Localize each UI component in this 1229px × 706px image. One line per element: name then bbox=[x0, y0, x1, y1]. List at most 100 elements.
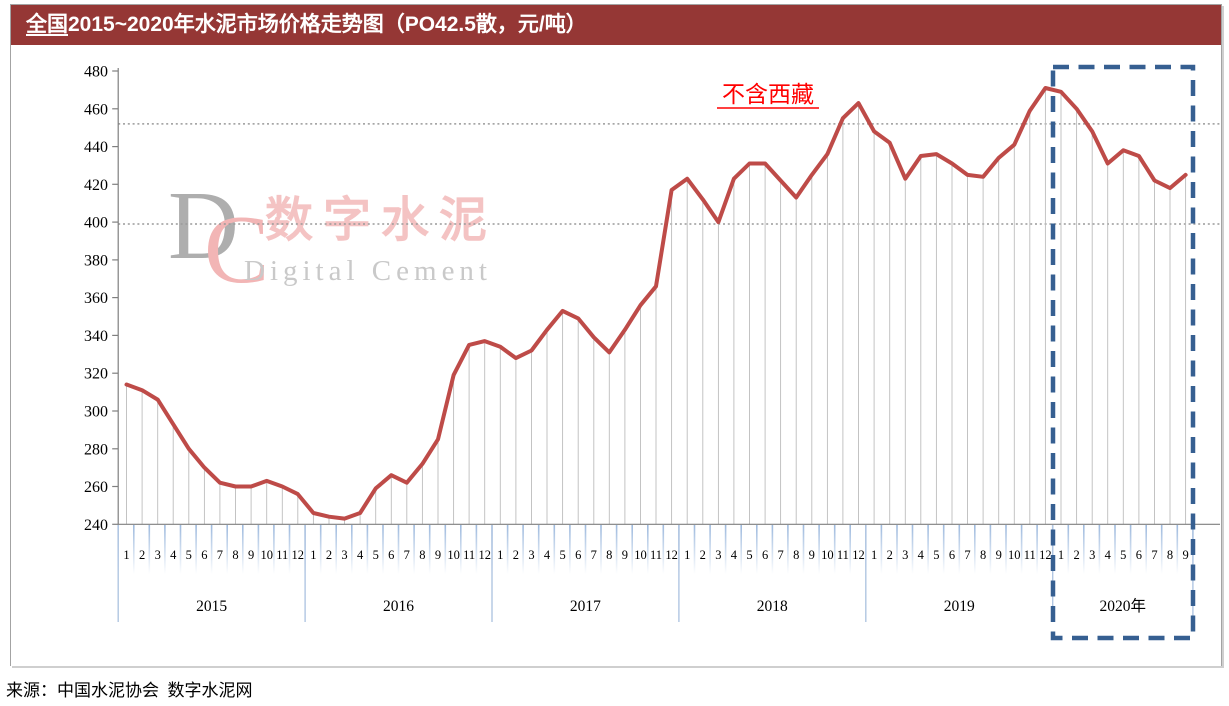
svg-text:3: 3 bbox=[715, 548, 721, 562]
svg-text:340: 340 bbox=[84, 328, 108, 345]
svg-text:2: 2 bbox=[700, 548, 706, 562]
svg-text:不含西藏: 不含西藏 bbox=[722, 82, 814, 107]
chart-plot-area: D C 数字水泥 Digital Cement 2015 2016 2017 2018… bbox=[11, 45, 1221, 666]
svg-text:1: 1 bbox=[871, 548, 877, 562]
svg-text:8: 8 bbox=[419, 548, 425, 562]
svg-text:12: 12 bbox=[852, 548, 865, 562]
svg-text:4: 4 bbox=[170, 548, 177, 562]
svg-text:3: 3 bbox=[341, 548, 347, 562]
svg-text:2020年: 2020年 bbox=[1100, 597, 1147, 615]
svg-text:10: 10 bbox=[260, 548, 273, 562]
watermark: D C 数字水泥 Digital Cement bbox=[11, 45, 1221, 666]
svg-text:8: 8 bbox=[793, 548, 799, 562]
svg-text:2: 2 bbox=[513, 548, 519, 562]
svg-text:11: 11 bbox=[276, 548, 288, 562]
svg-text:12: 12 bbox=[292, 548, 305, 562]
chart-figure: 全国2015~2020年水泥市场价格走势图（PO42.5散，元/吨） D C 数… bbox=[10, 4, 1222, 666]
svg-text:360: 360 bbox=[84, 290, 108, 307]
watermark-letter-c: C bbox=[204, 196, 270, 304]
svg-text:5: 5 bbox=[933, 548, 939, 562]
svg-text:9: 9 bbox=[622, 548, 628, 562]
svg-text:6: 6 bbox=[1136, 548, 1142, 562]
svg-text:7: 7 bbox=[777, 548, 783, 562]
svg-text:1: 1 bbox=[684, 548, 690, 562]
svg-text:5: 5 bbox=[373, 548, 379, 562]
watermark-letter-d: D bbox=[168, 172, 239, 280]
svg-text:6: 6 bbox=[575, 548, 581, 562]
annotation-exclude-tibet: 不含西藏 bbox=[717, 82, 819, 109]
svg-text:6: 6 bbox=[762, 548, 768, 562]
svg-text:2018: 2018 bbox=[757, 598, 788, 615]
svg-text:5: 5 bbox=[1120, 548, 1126, 562]
svg-text:440: 440 bbox=[84, 139, 108, 156]
svg-text:11: 11 bbox=[1024, 548, 1036, 562]
svg-text:2017: 2017 bbox=[570, 598, 601, 615]
svg-text:2019: 2019 bbox=[944, 598, 975, 615]
svg-text:7: 7 bbox=[217, 548, 223, 562]
svg-text:7: 7 bbox=[404, 548, 410, 562]
svg-text:11: 11 bbox=[650, 548, 662, 562]
svg-text:5: 5 bbox=[559, 548, 565, 562]
svg-text:4: 4 bbox=[918, 548, 925, 562]
page-title: 2015~2020年水泥市场价格走势图（PO42.5散，元/吨） bbox=[68, 13, 587, 36]
svg-text:10: 10 bbox=[1008, 548, 1021, 562]
svg-text:9: 9 bbox=[1182, 548, 1188, 562]
svg-text:300: 300 bbox=[84, 404, 108, 421]
svg-text:9: 9 bbox=[435, 548, 441, 562]
svg-text:2016: 2016 bbox=[383, 598, 414, 615]
svg-text:10: 10 bbox=[821, 548, 834, 562]
svg-text:12: 12 bbox=[1039, 548, 1052, 562]
svg-text:12: 12 bbox=[478, 548, 491, 562]
svg-text:7: 7 bbox=[591, 548, 597, 562]
highlight-2020-dashed-box bbox=[1050, 64, 1196, 641]
svg-text:480: 480 bbox=[84, 64, 108, 81]
svg-text:6: 6 bbox=[949, 548, 955, 562]
svg-text:4: 4 bbox=[544, 548, 551, 562]
svg-text:1: 1 bbox=[123, 548, 129, 562]
price-trend-line-chart: 2015 2016 2017 2018 2019 2020年 240 260 280 300 320… bbox=[84, 64, 1220, 641]
svg-text:380: 380 bbox=[84, 252, 108, 269]
svg-text:12: 12 bbox=[665, 548, 678, 562]
svg-text:3: 3 bbox=[528, 548, 534, 562]
svg-text:6: 6 bbox=[388, 548, 394, 562]
reference-gridlines bbox=[118, 123, 1220, 225]
svg-text:5: 5 bbox=[186, 548, 192, 562]
svg-text:240: 240 bbox=[84, 517, 108, 534]
svg-text:3: 3 bbox=[1089, 548, 1095, 562]
svg-text:1: 1 bbox=[497, 548, 503, 562]
svg-text:4: 4 bbox=[731, 548, 738, 562]
svg-text:8: 8 bbox=[980, 548, 986, 562]
svg-text:4: 4 bbox=[357, 548, 364, 562]
svg-text:6: 6 bbox=[201, 548, 207, 562]
svg-text:1: 1 bbox=[310, 548, 316, 562]
chart-title-bar: 全国2015~2020年水泥市场价格走势图（PO42.5散，元/吨） bbox=[11, 5, 1221, 45]
month-ticks bbox=[117, 525, 1194, 574]
svg-text:9: 9 bbox=[248, 548, 254, 562]
svg-text:260: 260 bbox=[84, 479, 108, 496]
svg-text:5: 5 bbox=[746, 548, 752, 562]
svg-text:2: 2 bbox=[1073, 548, 1079, 562]
svg-text:460: 460 bbox=[84, 101, 108, 118]
svg-text:8: 8 bbox=[1167, 548, 1173, 562]
svg-text:2: 2 bbox=[139, 548, 145, 562]
svg-text:10: 10 bbox=[447, 548, 460, 562]
watermark-en-text: Digital Cement bbox=[244, 255, 492, 287]
axes: 240 260 280 300 320 340 360 380 400 420 440 460 480 bbox=[84, 64, 1220, 534]
svg-text:11: 11 bbox=[463, 548, 475, 562]
svg-text:2: 2 bbox=[887, 548, 893, 562]
svg-text:2: 2 bbox=[326, 548, 332, 562]
svg-text:8: 8 bbox=[606, 548, 612, 562]
svg-text:2015: 2015 bbox=[196, 598, 227, 615]
svg-text:7: 7 bbox=[1151, 548, 1157, 562]
svg-text:280: 280 bbox=[84, 441, 108, 458]
svg-text:9: 9 bbox=[996, 548, 1002, 562]
drop-lines bbox=[126, 88, 1187, 525]
year-axis: 2015 2016 2017 2018 2019 2020年 bbox=[117, 525, 1194, 622]
price-line-series bbox=[124, 86, 1188, 521]
svg-text:400: 400 bbox=[84, 215, 108, 232]
svg-text:4: 4 bbox=[1105, 548, 1112, 562]
svg-text:8: 8 bbox=[232, 548, 238, 562]
svg-text:320: 320 bbox=[84, 366, 108, 383]
svg-text:3: 3 bbox=[155, 548, 161, 562]
month-axis-labels: 1 2 3 4 5 6 7 8 9 10 11 12 1 2 3 4 5 6 7 8 9 10 11 12 1 2 3 4 5 6 7 8 9 1… bbox=[123, 548, 1188, 562]
